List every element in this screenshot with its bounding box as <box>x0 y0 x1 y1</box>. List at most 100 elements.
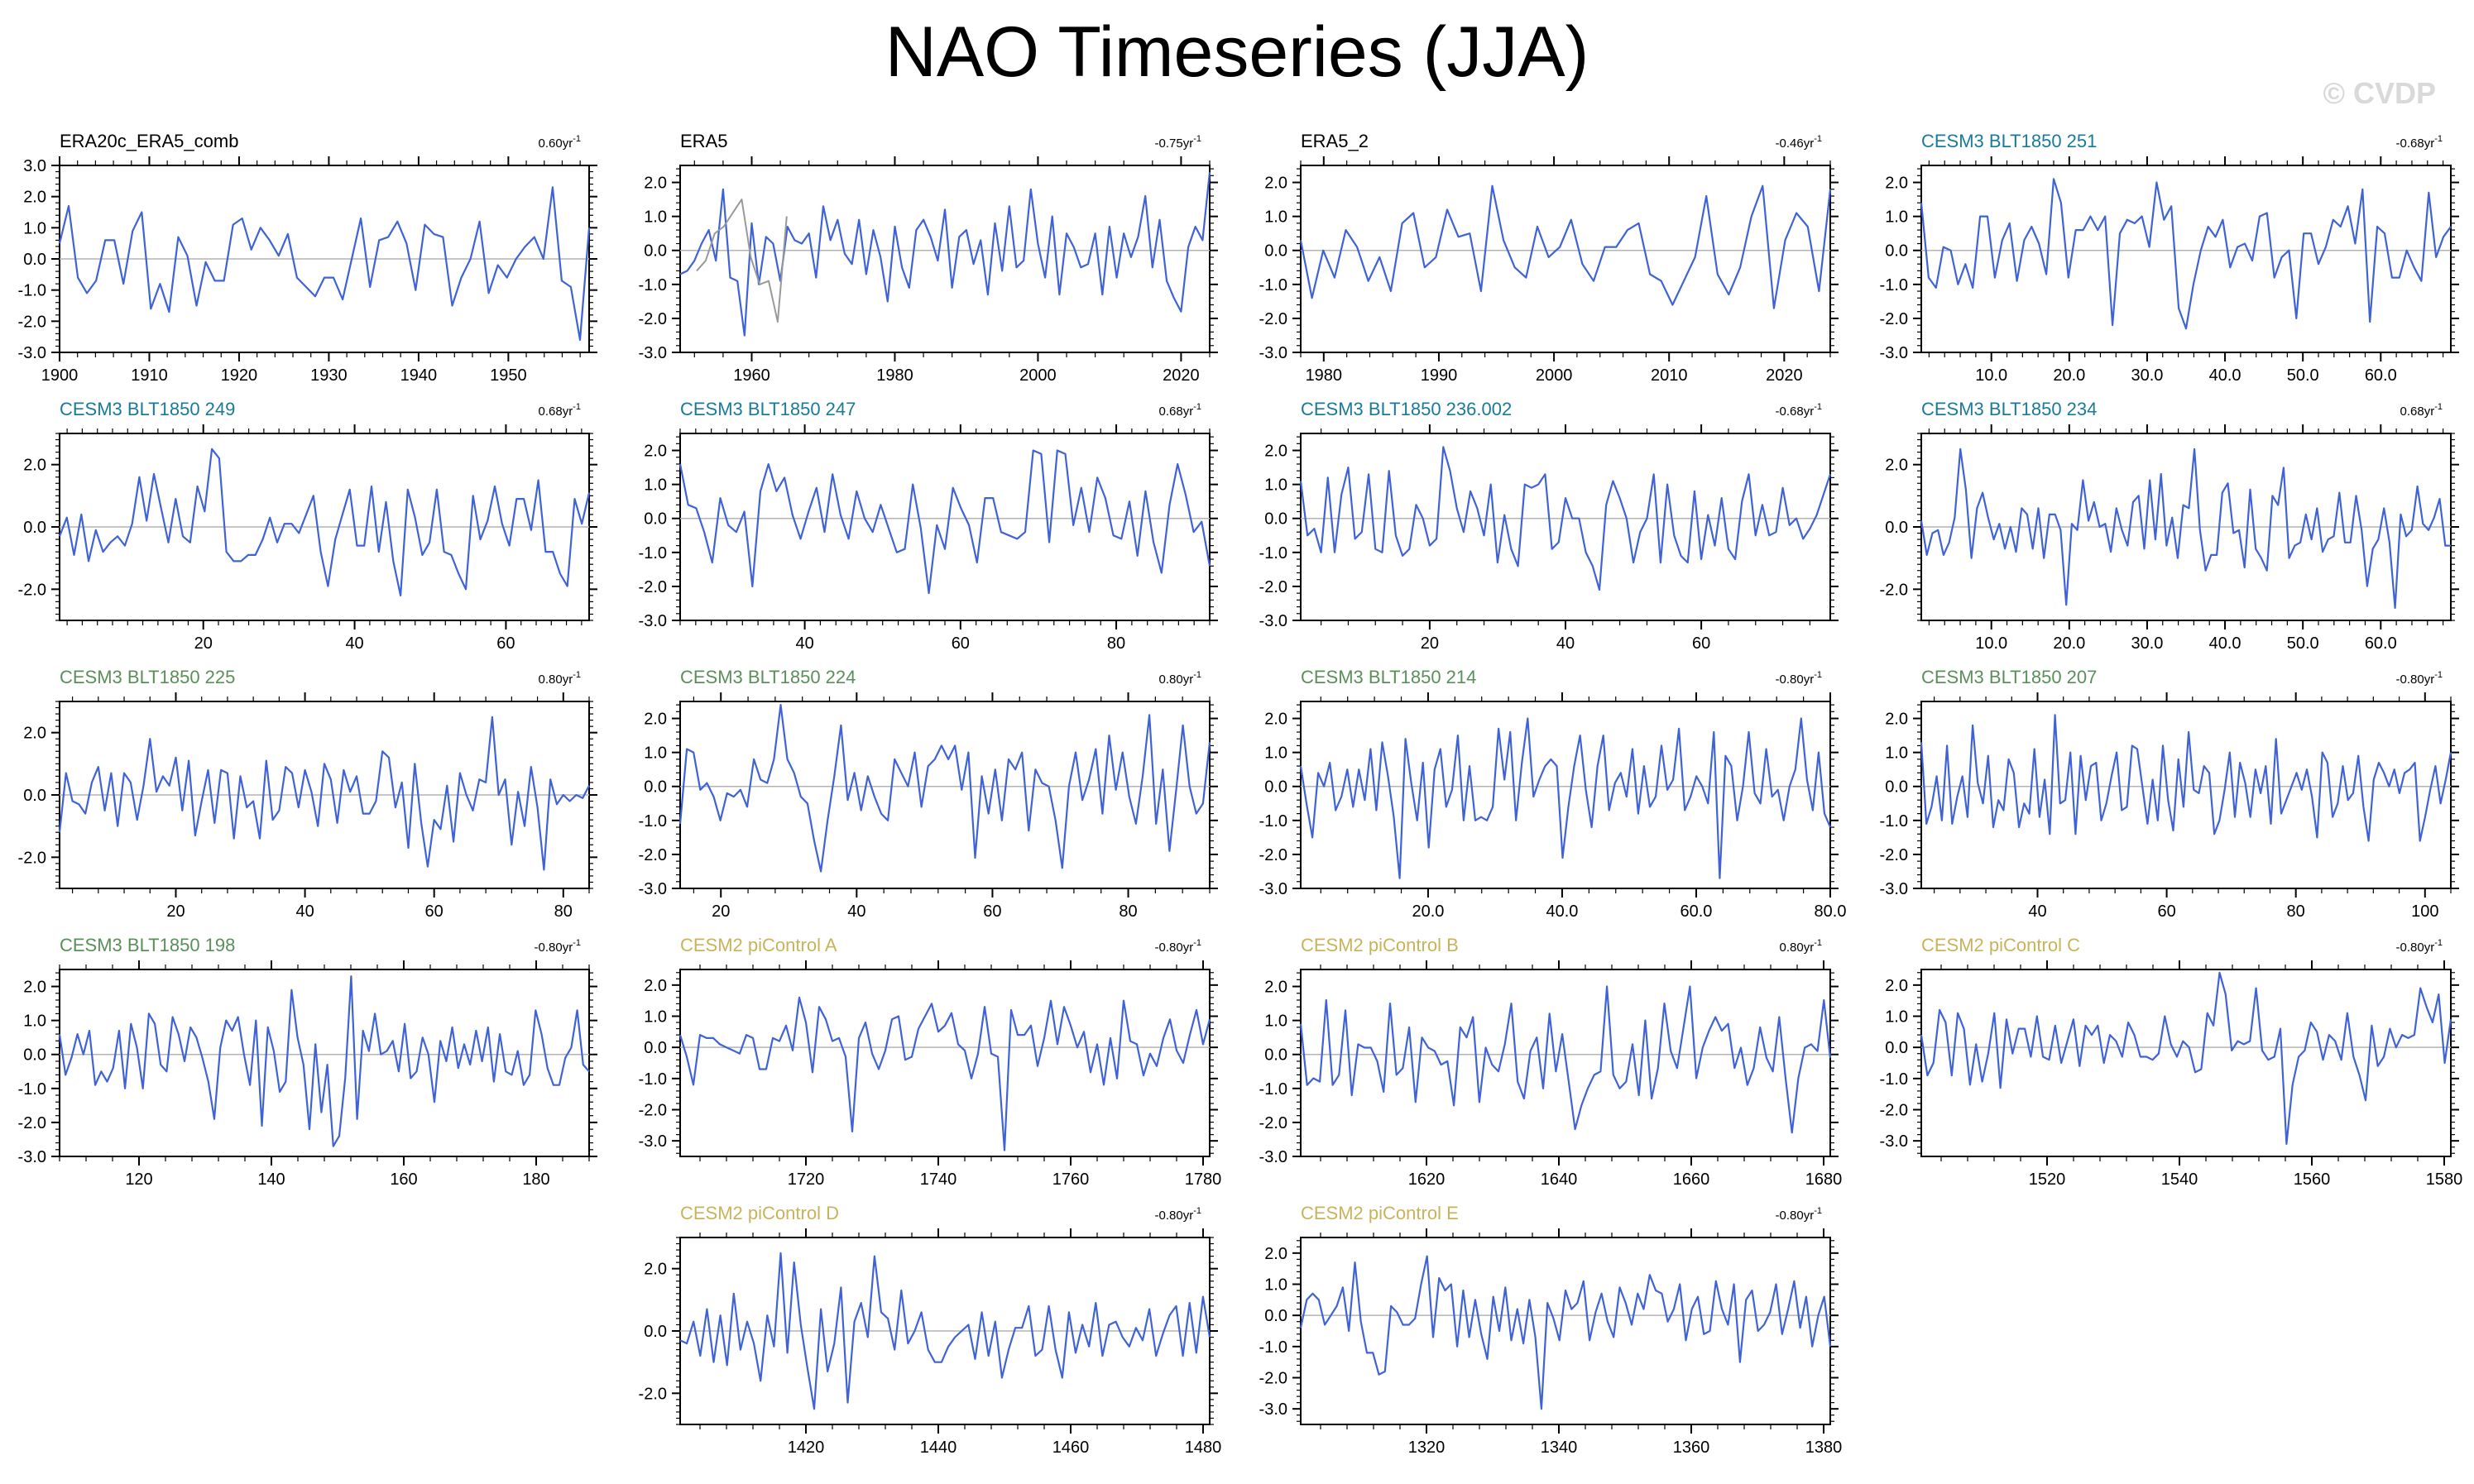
panel-title: ERA5 <box>680 131 727 151</box>
y-tick-label: -2.0 <box>639 1102 667 1120</box>
x-tick-label: 40 <box>795 634 813 653</box>
chart-panel: -2.0 0.0 2.0 10.0 20.0 30.0 40.0 50.0 60.0 CESM3 … <box>1880 399 2459 653</box>
trend-label: -0.80yr-1 <box>2396 670 2443 687</box>
x-tick-label: 1760 <box>1052 1170 1090 1189</box>
y-tick-label: 0.0 <box>1264 778 1287 797</box>
x-tick-label: 1320 <box>1408 1439 1446 1457</box>
x-tick-label: 2000 <box>1536 366 1573 385</box>
y-tick-label: 2.0 <box>23 189 46 207</box>
y-tick-label: -2.0 <box>18 849 46 867</box>
x-tick-label: 1380 <box>1805 1439 1843 1457</box>
x-tick-label: 40.0 <box>2209 366 2241 385</box>
trend-exponent: -1 <box>1193 938 1201 948</box>
y-tick-label: 2.0 <box>1885 977 1908 995</box>
trend-value: 0.80yr <box>1159 673 1194 687</box>
nao-series-line <box>678 703 1211 873</box>
trend-value: -0.80yr <box>1776 673 1815 687</box>
trend-label: -0.80yr-1 <box>535 938 581 955</box>
trend-exponent: -1 <box>1193 1206 1201 1216</box>
trend-value: 0.68yr <box>539 405 573 419</box>
y-tick-label: 0.0 <box>1885 519 1908 537</box>
y-tick-label: 2.0 <box>644 977 667 995</box>
x-tick-label: 1910 <box>131 366 168 385</box>
y-tick-label: 0.0 <box>644 1039 667 1057</box>
x-tick-label: 1340 <box>1541 1439 1578 1457</box>
y-tick-label: -3.0 <box>1880 1132 1908 1151</box>
panel-title: CESM2 piControl A <box>680 935 837 955</box>
panel-title: ERA5_2 <box>1301 131 1369 151</box>
nao-series-line <box>1299 717 1832 879</box>
x-tick-label: 30.0 <box>2131 366 2163 385</box>
y-tick-label: -2.0 <box>18 581 46 599</box>
x-tick-label: 80 <box>1107 634 1125 653</box>
trend-label: 0.60yr-1 <box>539 134 581 151</box>
x-tick-label: 60.0 <box>2365 634 2397 653</box>
panel-title: CESM3 BLT1850 251 <box>1921 131 2097 151</box>
chart-panel: -3.0 -2.0 -1.0 0.0 1.0 2.0 20 40 60 80 CESM3 BLT18… <box>639 667 1218 921</box>
y-tick-label: -2.0 <box>1259 846 1287 864</box>
y-tick-label: 2.0 <box>23 457 46 475</box>
trend-value: -0.68yr <box>2396 136 2435 151</box>
x-tick-label: 40 <box>2028 902 2046 921</box>
x-tick-label: 1900 <box>41 366 79 385</box>
x-tick-label: 60 <box>983 902 1001 921</box>
y-tick-label: 0.0 <box>1264 1046 1287 1065</box>
plot-frame <box>1300 969 1831 1157</box>
y-tick-label: 1.0 <box>1264 744 1287 763</box>
nao-series-line <box>1299 446 1832 591</box>
x-tick-label: 1980 <box>876 366 913 385</box>
x-tick-label: 1660 <box>1673 1170 1710 1189</box>
x-tick-label: 160 <box>390 1170 417 1189</box>
panel-title: CESM2 piControl E <box>1301 1203 1459 1223</box>
chart-panel: -2.0 0.0 2.0 20 40 60 CESM3 BLT1850 249 0.68yr-… <box>18 399 597 653</box>
x-tick-label: 1440 <box>920 1439 957 1457</box>
x-tick-label: 20 <box>194 634 213 653</box>
x-tick-label: 40.0 <box>2209 634 2241 653</box>
page-title: NAO Timeseries (JJA) <box>885 12 1589 92</box>
chart-panel: -3.0 -2.0 -1.0 0.0 1.0 2.0 40 60 80 100 CESM3 BLT1… <box>1880 667 2459 921</box>
plot-frame <box>1300 701 1831 889</box>
y-tick-label: -2.0 <box>18 313 46 331</box>
panel-title: CESM3 BLT1850 207 <box>1921 667 2097 687</box>
y-tick-label: 2.0 <box>1264 979 1287 997</box>
x-tick-label: 1520 <box>2029 1170 2066 1189</box>
trend-exponent: -1 <box>573 670 581 680</box>
nao-series-line <box>1299 184 1832 309</box>
y-tick-label: -1.0 <box>639 1070 667 1089</box>
y-tick-label: -2.0 <box>1880 310 1908 328</box>
y-tick-label: -3.0 <box>1259 1148 1287 1166</box>
chart-panel: -3.0 -2.0 -1.0 0.0 1.0 2.0 1980 1990 2000 2010 202… <box>1259 131 1839 385</box>
trend-exponent: -1 <box>1193 134 1201 144</box>
y-tick-label: 0.0 <box>23 251 46 269</box>
x-tick-label: 180 <box>522 1170 549 1189</box>
trend-label: 0.80yr-1 <box>1159 670 1201 687</box>
chart-panel: -3.0 -2.0 -1.0 0.0 1.0 2.0 1520 1540 1560 1580 CES… <box>1880 935 2463 1189</box>
x-tick-label: 50.0 <box>2287 366 2319 385</box>
trend-label: 0.80yr-1 <box>1780 938 1822 955</box>
y-tick-label: 0.0 <box>644 1323 667 1341</box>
x-tick-label: 2000 <box>1019 366 1057 385</box>
y-tick-label: 1.0 <box>1885 744 1908 763</box>
y-tick-label: 1.0 <box>1885 208 1908 227</box>
y-tick-label: 0.0 <box>1885 778 1908 797</box>
y-tick-label: -3.0 <box>18 344 46 362</box>
plot-frame <box>1920 165 2452 353</box>
nao-series-line <box>58 975 590 1147</box>
plot-frame <box>679 701 1211 889</box>
chart-panel: -3.0 -2.0 -1.0 0.0 1.0 2.0 1720 1740 1760 1780 CES… <box>639 935 1222 1189</box>
trend-exponent: -1 <box>1814 1206 1822 1216</box>
y-tick-label: -3.0 <box>639 612 667 630</box>
y-tick-label: 1.0 <box>644 208 667 227</box>
x-tick-label: 10.0 <box>1975 366 2007 385</box>
nao-series-line <box>1920 714 2452 842</box>
trend-exponent: -1 <box>573 134 581 144</box>
y-tick-label: 1.0 <box>23 1012 46 1031</box>
y-tick-label: -3.0 <box>639 1132 667 1151</box>
y-tick-label: -1.0 <box>1259 812 1287 831</box>
trend-value: 0.68yr <box>2400 405 2435 419</box>
plot-frame <box>1920 701 2452 889</box>
y-tick-label: 2.0 <box>644 1261 667 1279</box>
x-tick-label: 20.0 <box>1412 902 1444 921</box>
x-tick-label: 60 <box>952 634 970 653</box>
chart-panel: -3.0 -2.0 -1.0 0.0 1.0 2.0 20 40 60 CESM3 BLT1850… <box>1259 399 1839 653</box>
